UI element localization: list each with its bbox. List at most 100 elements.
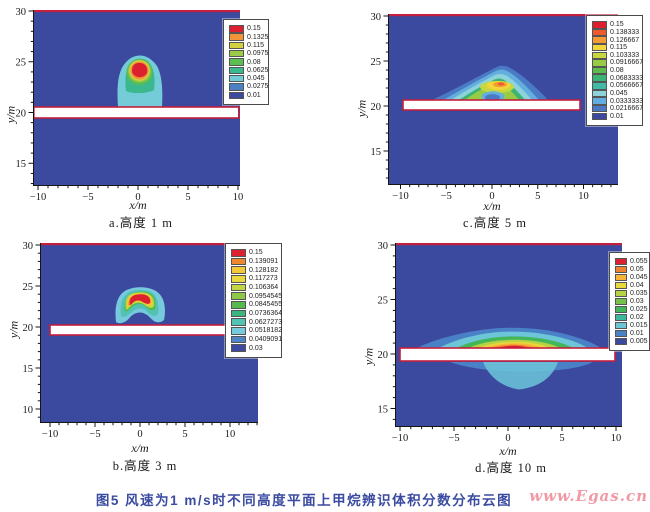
legend-value: 0.103333 xyxy=(610,51,640,59)
legend-entry: 0.03 xyxy=(615,297,646,306)
legend-value: 0.15 xyxy=(610,21,624,29)
colorbar-legend-a: 0.15 0.1325 0.115 0.0975 0.08 0.0625 0.045 0.02… xyxy=(223,19,269,105)
legend-value: 0.08 xyxy=(247,58,261,66)
legend-entry: 0.115 xyxy=(592,43,639,52)
svg-text:−10: −10 xyxy=(42,429,58,440)
svg-text:10: 10 xyxy=(611,433,622,444)
legend-value: 0.08 xyxy=(610,67,624,74)
legend-value: 0.0683333 xyxy=(610,74,644,82)
svg-text:20: 20 xyxy=(378,350,389,361)
x-axis-label: x/m xyxy=(483,199,501,213)
svg-text:30: 30 xyxy=(378,241,389,252)
legend-swatch xyxy=(592,104,607,113)
legend-swatch xyxy=(615,305,627,313)
legend-value: 0.1325 xyxy=(247,33,269,41)
legend-swatch xyxy=(592,97,607,105)
legend-entry: 0.0954545 xyxy=(231,292,282,300)
legend-entry: 0.0736364 xyxy=(231,309,282,318)
legend-swatch xyxy=(592,51,607,59)
colorbar-legend-d: 0.055 0.05 0.045 0.04 0.035 0.03 0.025 0.02 0.01… xyxy=(609,252,650,351)
legend-swatch xyxy=(229,25,244,33)
svg-text:20: 20 xyxy=(16,108,27,119)
legend-value: 0.0216667 xyxy=(610,105,644,113)
panel-a: −10 −5 0 5 10 15 20 25 30 y/m x/m a.高度 1 m 0.15 0… xyxy=(0,0,325,238)
svg-text:−10: −10 xyxy=(392,191,408,202)
legend-entry: 0.045 xyxy=(229,74,265,83)
svg-text:−5: −5 xyxy=(448,433,459,444)
contour-plot-d: −10 −5 0 5 10 15 20 25 30 xyxy=(378,241,622,444)
legend-entry: 0.106364 xyxy=(231,283,279,292)
legend-entry: 0.0566667 xyxy=(592,82,643,90)
legend-entry: 0.025 xyxy=(615,305,648,313)
panel-caption-d: d.高度 10 m xyxy=(475,461,547,475)
legend-value: 0.03 xyxy=(249,344,263,352)
legend-value: 0.01 xyxy=(247,91,261,99)
contour-below-barrier xyxy=(483,362,558,390)
legend-value: 0.115 xyxy=(247,41,264,49)
legend-value: 0.045 xyxy=(610,89,628,97)
colorbar-legend-c: 0.15 0.138333 0.126667 0.115 0.103333 0.09166… xyxy=(586,15,643,126)
legend-swatch xyxy=(615,273,627,282)
svg-text:30: 30 xyxy=(23,241,34,252)
legend-swatch xyxy=(615,289,627,298)
legend-swatch xyxy=(231,318,246,326)
legend-swatch xyxy=(231,344,246,352)
legend-entry: 0.03 xyxy=(231,344,278,352)
legend-swatch xyxy=(229,74,244,83)
legend-value: 0.138333 xyxy=(610,28,640,36)
legend-value: 0.0845455 xyxy=(249,301,283,309)
svg-text:10: 10 xyxy=(233,192,244,203)
legend-entry: 0.05 xyxy=(615,265,646,274)
legend-value: 0.0275 xyxy=(247,83,269,91)
legend-entry: 0.139091 xyxy=(231,257,278,266)
legend-value: 0.025 xyxy=(630,305,648,313)
legend-swatch xyxy=(231,249,246,257)
legend-swatch xyxy=(592,82,607,90)
legend-entry: 0.0409091 xyxy=(231,335,282,344)
legend-swatch xyxy=(231,257,246,266)
y-axis-label: y/m xyxy=(3,105,18,124)
legend-entry: 0.01 xyxy=(592,112,639,120)
contour-plot-a: −10 −5 0 5 10 15 20 25 30 xyxy=(16,7,244,203)
legend-swatch xyxy=(615,313,627,321)
legend-swatch xyxy=(229,83,244,91)
svg-text:25: 25 xyxy=(23,282,34,293)
legend-value: 0.035 xyxy=(630,289,648,297)
legend-entry: 0.0216667 xyxy=(592,104,643,113)
legend-entry: 0.103333 xyxy=(592,51,640,59)
contour-plot-c: −10 −5 0 5 10 15 20 25 30 xyxy=(371,12,618,202)
legend-value: 0.005 xyxy=(630,337,648,345)
svg-text:0: 0 xyxy=(135,192,140,203)
legend-value: 0.01 xyxy=(630,329,644,337)
legend-value: 0.115 xyxy=(610,44,627,52)
svg-text:30: 30 xyxy=(371,12,382,23)
legend-value: 0.128182 xyxy=(249,266,279,274)
legend-swatch xyxy=(231,266,246,274)
legend-swatch xyxy=(229,49,244,58)
website-watermark: www.Egas.cn xyxy=(529,487,648,505)
legend-entry: 0.115 xyxy=(229,41,265,50)
legend-value: 0.0916667 xyxy=(610,59,644,67)
svg-text:5: 5 xyxy=(535,191,540,202)
svg-text:25: 25 xyxy=(378,295,389,306)
barrier-slab xyxy=(33,106,240,119)
legend-entry: 0.08 xyxy=(592,66,639,75)
contour-core xyxy=(497,82,505,86)
svg-text:−5: −5 xyxy=(441,191,452,202)
legend-value: 0.106364 xyxy=(249,283,279,291)
legend-value: 0.0518182 xyxy=(249,327,283,335)
svg-text:−10: −10 xyxy=(392,433,408,444)
legend-swatch xyxy=(592,89,607,98)
legend-entry: 0.01 xyxy=(615,329,646,337)
legend-value: 0.15 xyxy=(249,249,263,257)
svg-text:15: 15 xyxy=(23,364,34,375)
legend-swatch xyxy=(615,321,627,329)
y-axis-label: y/m xyxy=(6,320,21,339)
legend-value: 0.117273 xyxy=(249,275,278,283)
svg-text:0: 0 xyxy=(489,191,494,202)
legend-swatch xyxy=(615,329,627,337)
legend-swatch xyxy=(592,36,607,44)
svg-text:5: 5 xyxy=(182,429,187,440)
panel-d: −10 −5 0 5 10 15 20 25 30 y/m x/m d.高度 10 m 0.05… xyxy=(325,240,650,512)
